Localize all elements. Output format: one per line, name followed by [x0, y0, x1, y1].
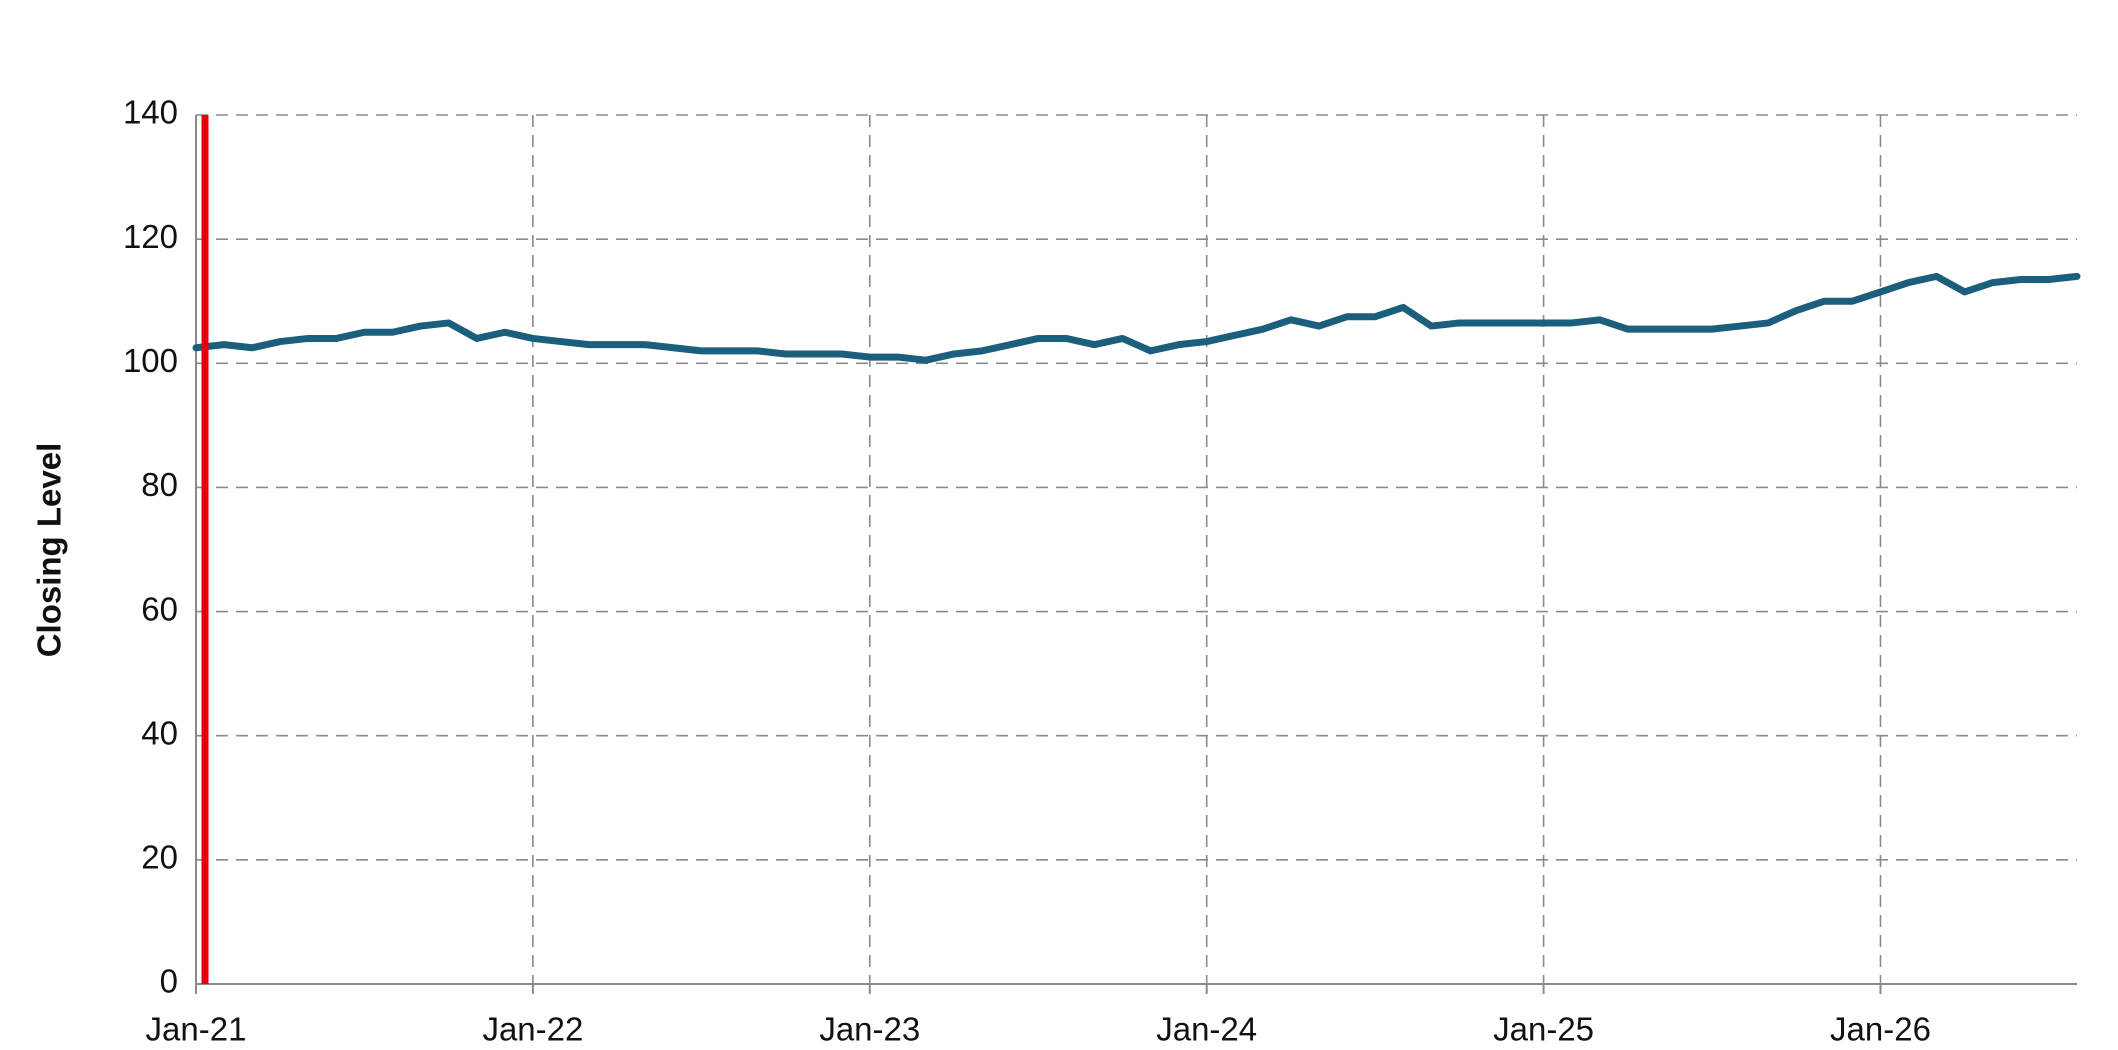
- x-tick-label: Jan-24: [1156, 1011, 1257, 1048]
- x-tick-label: Jan-26: [1830, 1011, 1931, 1048]
- y-tick-label: 140: [123, 94, 178, 131]
- y-tick-label: 60: [141, 590, 178, 627]
- x-tick-label: Jan-25: [1493, 1011, 1594, 1048]
- series-line: [192, 272, 2081, 364]
- y-tick-label: 0: [160, 963, 178, 1000]
- x-tick-label: Jan-23: [819, 1011, 920, 1048]
- y-axis-label: Closing Level: [31, 443, 68, 658]
- y-tick-label: 120: [123, 218, 178, 255]
- y-tick-label: 40: [141, 714, 178, 751]
- y-tick-label: 100: [123, 342, 178, 379]
- y-tick-label: 20: [141, 839, 178, 876]
- y-tick-label: 80: [141, 466, 178, 503]
- x-tick-label: Jan-22: [482, 1011, 583, 1048]
- x-tick-label: Jan-21: [146, 1011, 247, 1048]
